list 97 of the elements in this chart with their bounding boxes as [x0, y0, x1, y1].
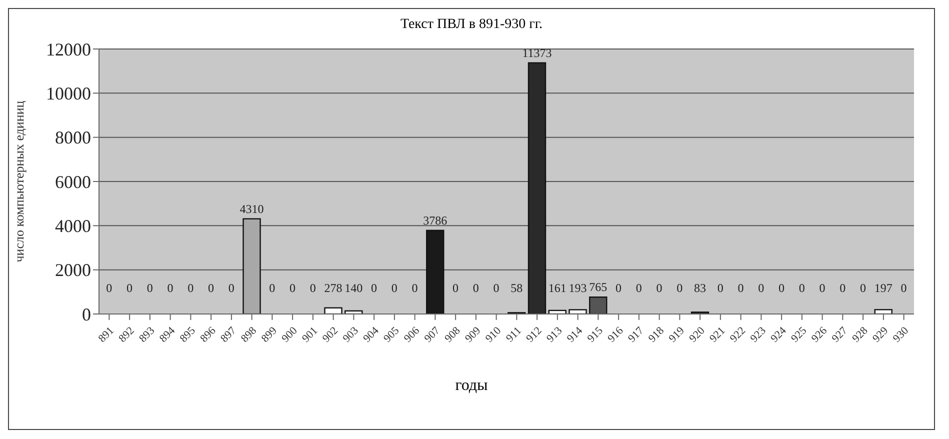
- y-tick-label: 6000: [55, 172, 91, 192]
- x-tick-label: 918: [646, 324, 667, 345]
- data-label: 4310: [240, 202, 264, 216]
- x-tick-label: 915: [585, 324, 606, 345]
- x-tick-label: 907: [422, 324, 443, 345]
- data-label: 0: [758, 281, 764, 295]
- data-label: 0: [412, 281, 418, 295]
- x-tick-label: 899: [259, 324, 280, 345]
- x-tick-label: 929: [870, 324, 892, 345]
- data-label: 0: [778, 281, 785, 295]
- bar: [426, 230, 444, 314]
- data-label: 58: [510, 281, 523, 295]
- x-tick-label: 891: [96, 324, 116, 345]
- data-label: 0: [310, 281, 316, 295]
- x-tick-label: 930: [890, 324, 912, 345]
- data-label: 0: [452, 281, 459, 295]
- bar: [242, 218, 261, 314]
- data-label: 0: [269, 281, 276, 295]
- x-tick-label: 910: [483, 324, 504, 345]
- data-label: 0: [840, 281, 846, 295]
- x-tick-label: 909: [463, 324, 484, 345]
- data-label: 0: [371, 281, 378, 295]
- data-label: 0: [228, 281, 234, 295]
- data-label: 0: [146, 281, 153, 295]
- y-tick-label: 8000: [55, 128, 91, 148]
- data-label: 0: [167, 281, 174, 295]
- data-label: 0: [290, 281, 296, 295]
- x-tick-label: 904: [361, 324, 382, 345]
- data-label: 0: [738, 281, 744, 295]
- y-tick-label: 10000: [46, 84, 91, 104]
- data-label: 0: [472, 281, 479, 295]
- data-label: 765: [589, 280, 608, 294]
- x-tick-label: 905: [382, 324, 402, 345]
- data-label: 3786: [423, 213, 448, 228]
- x-tick-label: 900: [280, 324, 300, 345]
- y-axis-title: число компьютерных единиц: [12, 100, 27, 262]
- x-tick-label: 916: [606, 324, 626, 345]
- data-label: 0: [208, 281, 214, 295]
- x-tick-label: 912: [524, 324, 544, 345]
- x-tick-label: 898: [238, 324, 260, 345]
- data-label: 0: [188, 281, 194, 295]
- x-tick-label: 922: [728, 324, 748, 345]
- data-label: 11373: [522, 46, 552, 60]
- bar: [589, 296, 608, 314]
- bar: [874, 309, 892, 314]
- x-tick-label: 895: [178, 324, 198, 345]
- x-axis-title: годы: [454, 377, 489, 395]
- data-label: 193: [568, 281, 587, 295]
- data-label: 0: [656, 281, 662, 295]
- x-tick-label: 901: [300, 324, 320, 345]
- data-label: 197: [874, 281, 892, 295]
- x-tick-label: 917: [626, 324, 647, 345]
- data-label: 278: [324, 281, 342, 295]
- data-label: 140: [344, 281, 363, 295]
- bar: [528, 62, 546, 314]
- y-tick-label: 2000: [55, 260, 91, 280]
- data-label: 0: [819, 281, 826, 295]
- x-tick-label: 893: [137, 324, 158, 345]
- data-label: 0: [106, 281, 112, 295]
- x-tick-label: 908: [442, 324, 464, 345]
- x-tick-label: 902: [320, 324, 341, 345]
- data-label: 0: [860, 281, 866, 295]
- data-label: 0: [798, 281, 805, 295]
- y-tick-label: 12000: [46, 39, 91, 60]
- data-label: 0: [391, 281, 398, 295]
- x-tick-label: 920: [687, 324, 708, 345]
- x-tick-label: 903: [340, 324, 362, 345]
- x-tick-label: 926: [809, 324, 830, 345]
- x-tick-label: 906: [402, 324, 422, 345]
- data-label: 161: [548, 281, 566, 295]
- x-tick-label: 914: [564, 324, 586, 345]
- x-tick-label: 892: [116, 324, 137, 345]
- data-label: 0: [676, 281, 683, 295]
- data-label: 0: [900, 281, 907, 295]
- data-label: 0: [493, 281, 500, 295]
- x-tick-label: 921: [708, 324, 728, 345]
- y-tick-label: 4000: [55, 216, 91, 236]
- data-label: 0: [126, 281, 133, 295]
- bar: [568, 309, 587, 314]
- x-tick-label: 897: [218, 324, 240, 345]
- data-label: 0: [636, 281, 642, 295]
- x-tick-label: 919: [666, 324, 688, 345]
- x-tick-label: 913: [544, 324, 566, 345]
- x-tick-label: 896: [198, 324, 219, 345]
- x-tick-label: 927: [830, 324, 850, 345]
- y-tick-label: 0: [82, 304, 91, 324]
- data-label: 0: [616, 281, 622, 295]
- x-tick-label: 894: [157, 324, 178, 345]
- x-tick-label: 925: [789, 324, 810, 345]
- data-label: 0: [717, 281, 724, 295]
- data-label: 83: [694, 281, 706, 295]
- x-tick-label: 911: [504, 324, 524, 345]
- bar: [324, 307, 342, 314]
- chart-title: Текст ПВЛ в 891-930 гг.: [399, 17, 544, 33]
- x-tick-label: 924: [768, 324, 790, 345]
- x-tick-label: 923: [748, 324, 769, 345]
- x-tick-label: 928: [850, 324, 871, 345]
